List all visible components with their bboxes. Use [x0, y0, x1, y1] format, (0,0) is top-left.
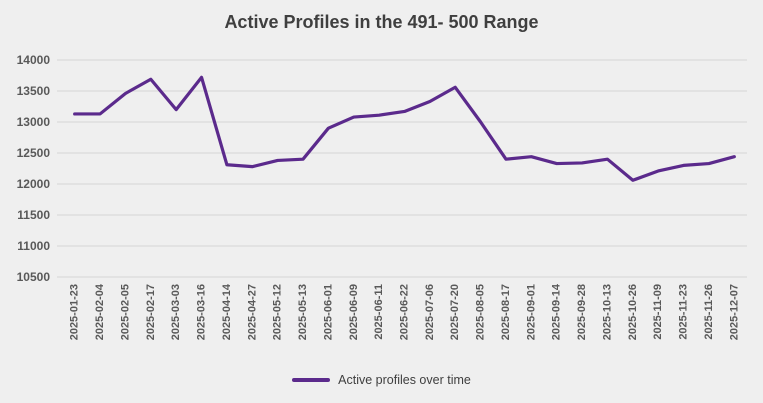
- x-tick-label: 2025-06-22: [399, 284, 411, 340]
- x-tick-label: 2025-12-07: [728, 284, 740, 340]
- y-tick-label: 11000: [17, 239, 50, 253]
- legend-label: Active profiles over time: [338, 373, 471, 387]
- x-tick-label: 2025-08-05: [475, 284, 487, 340]
- series-line: [73, 75, 736, 182]
- legend: Active profiles over time: [0, 370, 763, 390]
- x-tick-label: 2025-09-01: [525, 284, 537, 340]
- y-tick-label: 12500: [17, 146, 51, 160]
- x-tick-label: 2025-09-14: [551, 283, 563, 340]
- x-tick-label: 2025-06-11: [373, 284, 385, 340]
- x-tick-label: 2025-07-20: [449, 284, 461, 340]
- chart-title: Active Profiles in the 491- 500 Range: [224, 12, 539, 32]
- x-tick-label: 2025-11-23: [678, 284, 690, 340]
- x-tick-label: 2025-02-05: [119, 284, 131, 340]
- x-tick-label: 2025-06-09: [348, 284, 360, 340]
- x-tick-label: 2025-05-12: [272, 284, 284, 340]
- x-tick-label: 2025-10-26: [627, 284, 639, 340]
- y-tick-label: 10500: [17, 270, 51, 284]
- x-tick-label: 2025-05-13: [297, 284, 309, 340]
- y-tick-label: 12000: [17, 177, 51, 191]
- x-tick-label: 2025-09-28: [576, 284, 588, 340]
- x-tick-label: 2025-02-04: [94, 283, 106, 340]
- legend-line-swatch: [292, 378, 331, 382]
- y-tick-label: 13000: [17, 115, 51, 129]
- y-tick-label: 11500: [17, 208, 50, 222]
- x-tick-label: 2025-03-16: [196, 284, 208, 340]
- x-tick-label: 2025-08-17: [500, 284, 512, 340]
- y-tick-label: 13500: [17, 84, 51, 98]
- x-tick-label: 2025-04-27: [246, 284, 258, 340]
- x-tick-label: 2025-06-01: [322, 284, 334, 340]
- x-tick-label: 2025-11-09: [652, 284, 664, 340]
- x-tick-label: 2025-03-03: [170, 284, 182, 340]
- x-tick-label: 2025-07-06: [424, 284, 436, 340]
- x-tick-label: 2025-10-13: [601, 284, 613, 340]
- x-tick-label: 2025-11-26: [703, 284, 715, 340]
- y-tick-label: 14000: [17, 53, 51, 67]
- x-tick-label: 2025-04-14: [221, 283, 233, 340]
- x-tick-label: 2025-01-23: [69, 284, 81, 340]
- x-tick-label: 2025-02-17: [145, 284, 157, 340]
